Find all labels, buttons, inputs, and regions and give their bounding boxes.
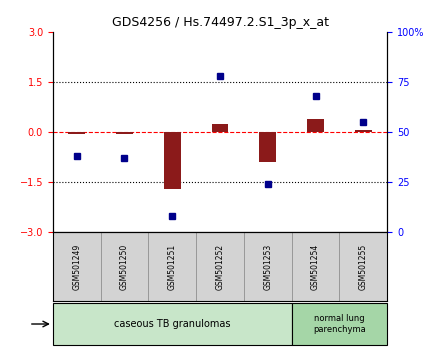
Text: GSM501254: GSM501254: [311, 244, 320, 290]
Bar: [260, 132, 276, 162]
Text: GSM501251: GSM501251: [168, 244, 177, 290]
Text: GSM501252: GSM501252: [216, 244, 224, 290]
Bar: [355, 130, 372, 132]
Bar: [292, 303, 387, 345]
Text: GSM501249: GSM501249: [72, 244, 81, 290]
Text: caseous TB granulomas: caseous TB granulomas: [114, 319, 231, 329]
Text: normal lung
parenchyma: normal lung parenchyma: [313, 314, 366, 334]
Bar: [116, 132, 133, 134]
Bar: [212, 124, 228, 132]
Title: GDS4256 / Hs.74497.2.S1_3p_x_at: GDS4256 / Hs.74497.2.S1_3p_x_at: [111, 16, 329, 29]
Bar: [53, 303, 292, 345]
Text: GSM501255: GSM501255: [359, 244, 368, 290]
Text: GSM501253: GSM501253: [263, 244, 272, 290]
Bar: [164, 132, 180, 189]
Bar: [307, 119, 324, 132]
Bar: [68, 132, 85, 134]
Text: GSM501250: GSM501250: [120, 244, 129, 290]
